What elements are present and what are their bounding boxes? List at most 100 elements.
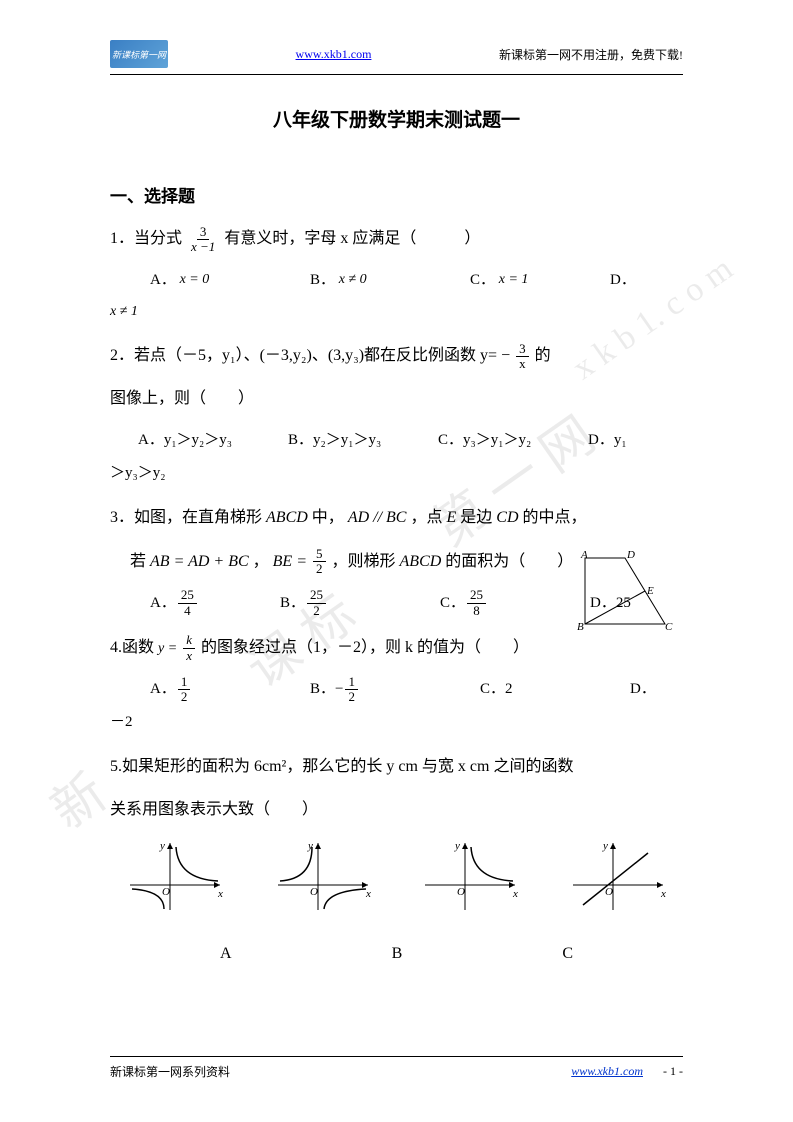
q2-optD-cont: ＞y₃＞y₂ [110, 457, 683, 490]
q1-frac-den: x −1 [188, 240, 218, 254]
q1-suffix: 有意义时，字母 x 应满足（ ） [224, 230, 480, 247]
q3-f1d: 2 [313, 562, 326, 576]
graph-a-o: O [162, 886, 170, 898]
q3-optA-frac: 25 4 [178, 588, 197, 618]
footer-url-link[interactable]: www.xkb1.com [571, 1064, 643, 1079]
q3-l2c: ， [253, 553, 269, 570]
q3-t1: 3．如图，在直角梯形 [110, 509, 266, 526]
q4-options: A． 1 2 B． − 1 2 C． 2 D． －2 [110, 673, 683, 739]
q1-optD-math: x ≠ 1 [110, 297, 683, 328]
q3-oAd: 4 [181, 604, 194, 618]
fig-label-D: D [626, 549, 635, 561]
q3-optA-label: A． [150, 587, 176, 620]
q2-text1: 2．若点（－5，y₁）、(－3,y₂)、(3,y₃)都在反比例函数 y= [110, 347, 501, 364]
q2-optA: A．y₁＞y₂＞y₃ [138, 424, 288, 457]
q2-line2: 图像上，则（ ） [110, 381, 683, 416]
q2-optC: C．y₃＞y₁＞y₂ [438, 424, 588, 457]
page-header: 新课标第一网 www.xkb1.com 新课标第一网不用注册，免费下载! [110, 40, 683, 68]
page-title: 八年级下册数学期末测试题一 [110, 105, 683, 132]
q4-t1: 4.函数 [110, 639, 158, 656]
q3-adbc: AD // BC [348, 509, 407, 526]
header-tagline: 新课标第一网不用注册，免费下载! [499, 46, 683, 63]
q3-t2: 中， [312, 509, 344, 526]
q3-t4: 是边 [460, 509, 496, 526]
trapezoid-figure: A D B C E [575, 548, 675, 636]
q2-fraction: 3 x [516, 342, 529, 372]
q2-frac-num: 3 [516, 342, 529, 357]
q3-be: BE = [273, 553, 307, 570]
q3-e: E [447, 509, 457, 526]
q3-optB-label: B． [280, 587, 305, 620]
footer-page-number: - 1 - [663, 1064, 683, 1079]
q3-optC-frac: 25 8 [467, 588, 486, 618]
q3-cd: CD [496, 509, 518, 526]
q4-oAn: 1 [178, 675, 191, 690]
q1-optB-label: B． [310, 264, 335, 297]
graph-d-o: O [605, 886, 613, 898]
q3-oBn: 25 [307, 588, 326, 603]
q1-prefix: 1．当分式 [110, 230, 182, 247]
page-container: 新课标第一网 www.xkb1.com 新课标第一网不用注册，免费下载! 八年级… [0, 0, 793, 1003]
question-5-line2: 关系用图象表示大致（ ） [110, 792, 683, 827]
q4-optA-frac: 1 2 [178, 675, 191, 705]
q4-optC-val: 2 [505, 673, 513, 706]
graph-a: O x y [120, 835, 230, 915]
page-footer: 新课标第一网系列资料 www.xkb1.com - 1 - [110, 1056, 683, 1080]
q2-optD: D．y₁ [588, 424, 627, 457]
q5-labelA: A [220, 945, 232, 963]
graph-a-x: x [217, 888, 223, 900]
graph-c-o: O [457, 886, 465, 898]
q2-optB: B．y₂＞y₁＞y₃ [288, 424, 438, 457]
q1-optB-math: x ≠ 0 [339, 265, 367, 296]
header-divider [110, 74, 683, 75]
q1-fraction: 3 x −1 [188, 225, 218, 255]
q4-fn: k [183, 633, 195, 648]
q4-oBd: 2 [345, 690, 358, 704]
question-1: 1．当分式 3 x −1 有意义时，字母 x 应满足（ ） [110, 221, 683, 256]
q3-oCd: 8 [470, 604, 483, 618]
q3-optC-label: C． [440, 587, 465, 620]
q4-optB-frac: 1 2 [345, 675, 358, 705]
fig-label-C: C [665, 621, 673, 633]
q2-text1-end: 的 [535, 347, 551, 364]
q3-frac1: 5 2 [313, 547, 326, 577]
question-3: 3．如图，在直角梯形 ABCD 中， AD // BC ，点 E 是边 CD 的… [110, 500, 683, 535]
graph-b-x: x [365, 888, 371, 900]
fig-label-A: A [580, 549, 588, 561]
q1-frac-num: 3 [197, 225, 210, 240]
q2-minus: − [501, 347, 510, 364]
q3-optB-frac: 25 2 [307, 588, 326, 618]
question-5-line1: 5.如果矩形的面积为 6cm²，那么它的长 y cm 与宽 x cm 之间的函数 [110, 749, 683, 784]
graph-c-y: y [454, 840, 460, 852]
q5-labelC: C [562, 945, 573, 963]
logo-text: 新课标第一网 [112, 48, 166, 61]
graph-d-y: y [602, 840, 608, 852]
q3-t3: ，点 [410, 509, 446, 526]
q4-t2: 的图象经过点（1，－2），则 k 的值为（ ） [201, 639, 529, 656]
graph-option-labels: A B C [110, 945, 683, 963]
q4-optD-val: －2 [110, 706, 683, 739]
graph-b-y: y [307, 840, 313, 852]
q4-optB-minus: − [335, 673, 343, 706]
q4-frac: k x [183, 633, 195, 663]
q3-l2a: 若 [130, 553, 150, 570]
q3-t5: 的中点， [523, 509, 587, 526]
q4-oAd: 2 [178, 690, 191, 704]
q1-optC-math: x = 1 [499, 265, 529, 296]
q4-fd: x [183, 649, 195, 663]
footer-left: 新课标第一网系列资料 [110, 1063, 230, 1080]
fig-label-B: B [577, 621, 584, 633]
q5-labelB: B [392, 945, 403, 963]
q2-frac-den: x [516, 357, 529, 371]
q4-optB-label: B． [310, 673, 335, 706]
q3-eq: AB = AD + BC [150, 553, 249, 570]
q4-optA-label: A． [150, 673, 176, 706]
graphs-row: O x y O x y O x y [110, 835, 683, 915]
q3-abcd2: ABCD [400, 553, 442, 570]
section-heading: 一、选择题 [110, 182, 683, 207]
q1-optC-label: C． [470, 264, 495, 297]
header-url-link[interactable]: www.xkb1.com [296, 47, 372, 62]
q4-optC-label: C． [480, 673, 505, 706]
q3-l2g: 的面积为（ ） [445, 553, 573, 570]
q3-f1n: 5 [313, 547, 326, 562]
